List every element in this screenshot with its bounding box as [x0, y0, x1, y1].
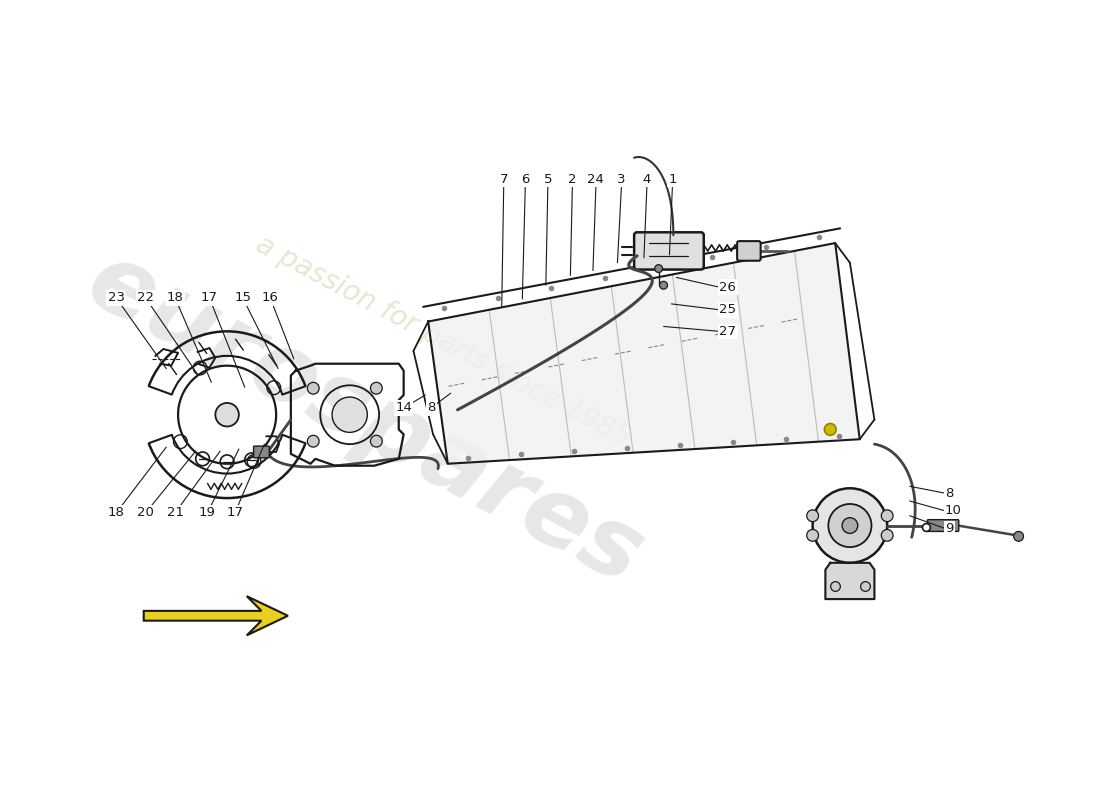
Polygon shape — [428, 243, 860, 464]
Circle shape — [813, 488, 888, 563]
Text: 20: 20 — [138, 506, 154, 519]
Text: 8: 8 — [427, 402, 436, 414]
Text: 21: 21 — [166, 506, 184, 519]
FancyBboxPatch shape — [254, 446, 270, 458]
Text: 19: 19 — [199, 506, 216, 519]
Circle shape — [332, 397, 367, 432]
Text: 17: 17 — [201, 291, 218, 305]
Circle shape — [806, 510, 818, 522]
Text: 25: 25 — [719, 303, 737, 316]
Polygon shape — [825, 563, 874, 599]
Circle shape — [307, 382, 319, 394]
Text: 1: 1 — [668, 173, 676, 186]
FancyBboxPatch shape — [634, 232, 704, 270]
Circle shape — [307, 435, 319, 447]
Text: 26: 26 — [719, 281, 736, 294]
Text: 15: 15 — [234, 291, 251, 305]
Text: 2: 2 — [568, 173, 576, 186]
Circle shape — [1014, 531, 1023, 542]
Circle shape — [881, 530, 893, 542]
Circle shape — [828, 504, 871, 547]
Circle shape — [923, 523, 931, 531]
Text: 18: 18 — [108, 506, 124, 519]
Text: eurospares: eurospares — [72, 234, 658, 605]
Text: a passion for parts since 1985: a passion for parts since 1985 — [251, 230, 635, 452]
Text: 9: 9 — [945, 522, 954, 535]
Circle shape — [660, 282, 668, 289]
Circle shape — [843, 518, 858, 534]
Text: 23: 23 — [108, 291, 124, 305]
Polygon shape — [144, 596, 288, 635]
Circle shape — [881, 510, 893, 522]
Text: 14: 14 — [395, 402, 412, 414]
Text: 4: 4 — [642, 173, 651, 186]
Circle shape — [654, 265, 662, 273]
Text: 3: 3 — [617, 173, 626, 186]
Text: 7: 7 — [499, 173, 508, 186]
Text: 27: 27 — [719, 325, 737, 338]
Circle shape — [824, 423, 836, 435]
Text: 17: 17 — [227, 506, 243, 519]
Text: 8: 8 — [945, 486, 954, 500]
Text: 16: 16 — [262, 291, 278, 305]
Text: 6: 6 — [521, 173, 529, 186]
FancyBboxPatch shape — [737, 241, 761, 261]
Circle shape — [371, 382, 382, 394]
Text: 24: 24 — [587, 173, 604, 186]
Circle shape — [216, 403, 239, 426]
Text: 10: 10 — [945, 504, 961, 518]
Circle shape — [806, 530, 818, 542]
Text: 22: 22 — [138, 291, 154, 305]
Text: 5: 5 — [543, 173, 552, 186]
Circle shape — [371, 435, 382, 447]
Text: 18: 18 — [167, 291, 184, 305]
FancyBboxPatch shape — [927, 520, 959, 531]
